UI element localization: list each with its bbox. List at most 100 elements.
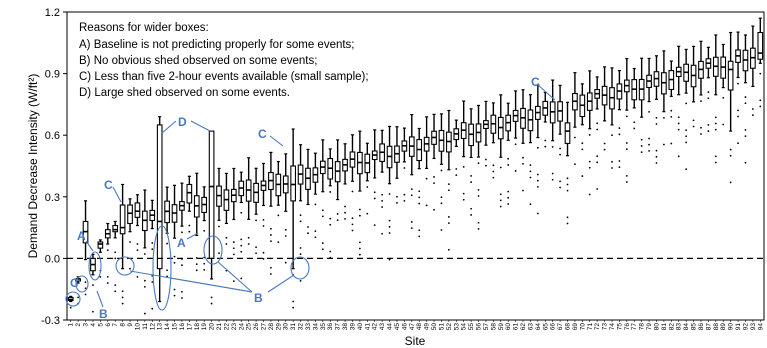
outlier-point (729, 181, 732, 184)
site-label: 88 (713, 323, 720, 331)
box-group (438, 113, 445, 231)
box-group (201, 186, 208, 271)
box-group (67, 295, 74, 309)
box-group (394, 126, 400, 204)
outlier-point (299, 220, 302, 223)
box-series (67, 17, 764, 315)
box-group (253, 167, 259, 255)
site-label: 32 (298, 323, 305, 331)
site-label: 8 (120, 323, 127, 327)
site-label: 35 (320, 323, 327, 331)
box-group (497, 94, 504, 208)
outlier-point (292, 306, 295, 309)
outlier-point (655, 116, 658, 119)
box-group (475, 104, 482, 230)
outlier-point (247, 243, 250, 245)
outlier-point (410, 188, 413, 190)
box (757, 31, 764, 60)
outlier-point (566, 177, 569, 180)
outlier-point (759, 72, 762, 75)
highlight-ellipse (290, 256, 310, 280)
site-label: 36 (327, 323, 334, 331)
outlier-point (84, 287, 87, 290)
outlier-point (329, 217, 332, 220)
box-group (446, 109, 452, 251)
box-group (223, 172, 230, 272)
box-group (727, 31, 734, 184)
outlier-point (625, 142, 628, 144)
annotation-arrow (161, 120, 177, 134)
outlier-point (410, 221, 413, 223)
outlier-point (477, 188, 480, 191)
outlier-point (321, 242, 324, 244)
box-group (142, 189, 148, 315)
box-group (290, 128, 297, 309)
site-label: 54 (461, 323, 468, 331)
box-group (572, 72, 578, 166)
site-label: 20 (209, 323, 216, 331)
outlier-point (366, 186, 369, 188)
site-label: 81 (661, 323, 668, 331)
site-label: 69 (572, 323, 579, 331)
outlier-point (77, 296, 80, 299)
annotation-arrow (112, 186, 122, 203)
outlier-point (143, 279, 146, 282)
box-group (668, 60, 675, 145)
box-group (646, 57, 652, 152)
outlier-point (92, 284, 94, 286)
annotation-arrow (269, 135, 284, 147)
outlier-point (714, 128, 717, 131)
annotation-arrow (186, 232, 199, 240)
outlier-point (625, 174, 628, 177)
outlier-point (581, 148, 584, 151)
box-group (750, 25, 756, 117)
outlier-point (284, 235, 287, 237)
box-group (675, 45, 682, 158)
outlier-point (181, 231, 183, 234)
site-label: 39 (349, 323, 356, 331)
outlier-point (307, 232, 309, 235)
site-label: 79 (646, 323, 653, 331)
box-group (557, 84, 563, 189)
outlier-point (218, 225, 220, 228)
outlier-point (559, 147, 561, 150)
outlier-point (603, 142, 606, 145)
box-group (401, 127, 408, 202)
outlier-point (307, 226, 309, 228)
outlier-point (447, 216, 450, 218)
site-label: 91 (735, 323, 742, 331)
outlier-point (581, 175, 584, 177)
annotation-label-c: C (531, 75, 540, 89)
site-label: 11 (142, 323, 149, 330)
outlier-point (581, 142, 584, 145)
outlier-point (640, 151, 643, 154)
y-tick-label: 1.2 (45, 7, 60, 19)
outlier-point (277, 214, 280, 217)
site-label: 63 (527, 323, 534, 331)
outlier-point (373, 197, 376, 200)
outlier-point (106, 249, 109, 252)
outlier-point (277, 241, 280, 244)
outlier-point (433, 176, 435, 178)
box (290, 165, 297, 202)
box-group (349, 134, 356, 232)
site-label: 51 (438, 323, 445, 331)
box-group (468, 108, 474, 216)
outlier-point (611, 160, 613, 163)
site-label: 87 (705, 323, 712, 331)
box-group (379, 129, 385, 235)
outlier-point (203, 229, 206, 232)
y-tick-label: 0.3 (45, 192, 60, 204)
site-label: 7 (112, 323, 119, 327)
box-group (260, 162, 267, 260)
outlier-point (447, 189, 450, 192)
outlier-point (218, 252, 220, 255)
annotation-label-c: C (258, 127, 267, 141)
outlier-point (299, 247, 302, 249)
outlier-point (284, 261, 287, 264)
site-label: 46 (401, 323, 408, 331)
outlier-point (700, 133, 702, 135)
site-label: 37 (335, 323, 342, 331)
site-label: 19 (201, 323, 208, 331)
annotation-label-a: A (77, 229, 86, 243)
